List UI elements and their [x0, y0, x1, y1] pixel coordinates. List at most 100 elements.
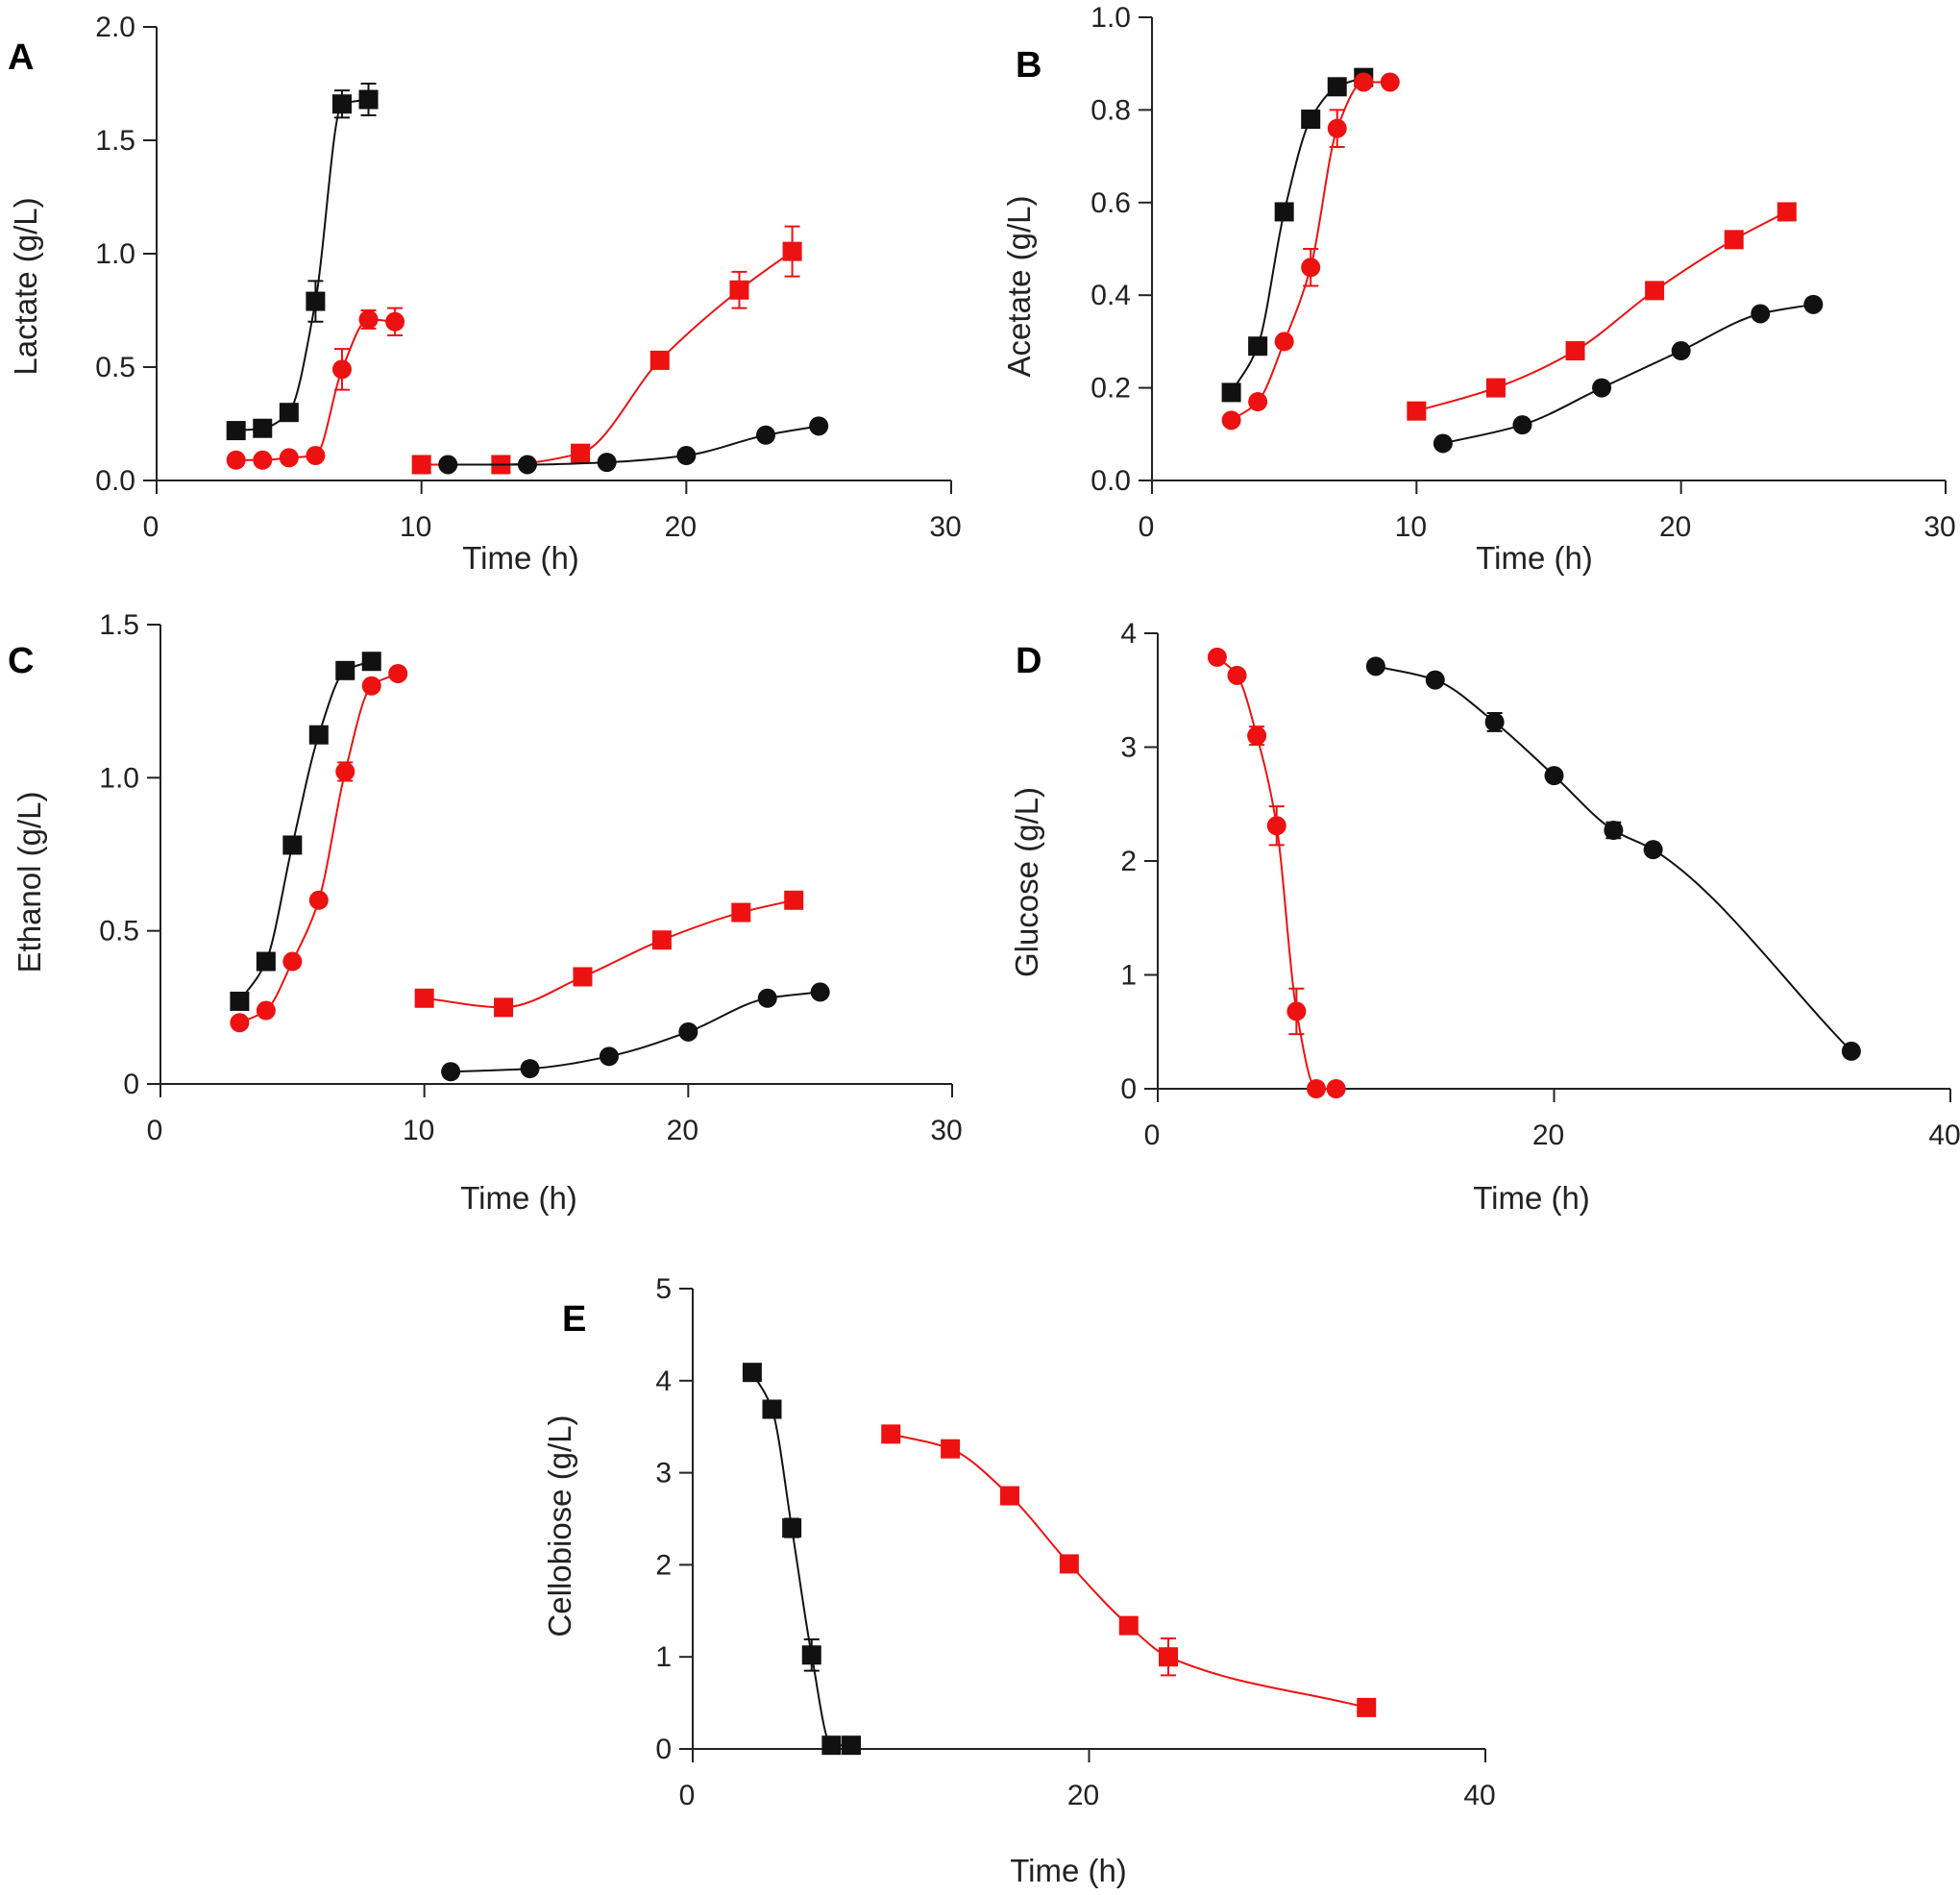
- data-point-b-black-circles: [1671, 341, 1691, 361]
- data-point-b-red-squares: [1485, 378, 1506, 398]
- data-point-c-black-squares: [256, 951, 276, 972]
- y-tick-label-b: 0.2: [1090, 373, 1131, 405]
- data-point-b-black-circles: [1433, 433, 1453, 454]
- data-point-a-black-squares: [358, 89, 379, 110]
- data-point-d-red-circles: [1326, 1079, 1346, 1098]
- y-tick-label-b: 0.8: [1090, 94, 1131, 126]
- x-tick-label-a: 10: [400, 511, 431, 543]
- data-point-a-red-circles: [253, 450, 273, 470]
- panel-b: B 0.0 0.2 0.4 0.6 0.8 1.0 0 10 20 30 Time (h) Acetat…: [1001, 2, 1956, 576]
- data-point-a-black-circles: [809, 416, 829, 436]
- data-point-d-black-circles: [1544, 766, 1564, 786]
- y-tick-label-b: 0.6: [1090, 187, 1131, 219]
- data-point-e-black-squares: [821, 1735, 842, 1756]
- data-point-e-black-squares: [742, 1363, 762, 1383]
- data-point-c-black-circles: [678, 1021, 698, 1042]
- data-point-b-red-squares: [1645, 281, 1665, 301]
- data-point-e-black-squares: [842, 1735, 861, 1756]
- data-point-a-black-circles: [597, 453, 617, 473]
- data-point-c-red-circles: [308, 890, 329, 910]
- data-point-b-black-circles: [1751, 304, 1771, 324]
- panel-e: E 0 1 2 3 4 5 0 20 40 Time (h) Cellobiose (g/L): [542, 1273, 1496, 1888]
- x-tick-label-c: 20: [667, 1115, 698, 1146]
- data-point-b-red-circles: [1221, 410, 1241, 431]
- data-point-d-red-circles: [1286, 1001, 1307, 1021]
- y-tick-label-e: 1: [655, 1641, 672, 1673]
- series-line-c-black-squares: [238, 660, 373, 1002]
- data-point-c-red-circles: [361, 676, 381, 696]
- data-point-b-black-squares: [1248, 336, 1268, 357]
- data-point-d-red-circles: [1247, 726, 1267, 746]
- y-tick-label-e: 3: [655, 1458, 672, 1489]
- data-point-c-black-squares: [361, 652, 381, 672]
- x-tick-label-a: 20: [665, 511, 697, 543]
- data-point-b-red-squares: [1724, 230, 1744, 250]
- data-point-d-red-circles: [1207, 647, 1227, 667]
- data-point-e-black-squares: [762, 1399, 782, 1419]
- y-tick-label-e: 0: [655, 1734, 672, 1765]
- y-tick-label-c: 0: [123, 1069, 139, 1100]
- x-tick-label-c: 10: [403, 1115, 434, 1146]
- y-axis-label-b: Acetate (g/L): [1001, 196, 1037, 378]
- data-point-a-black-circles: [676, 446, 697, 466]
- data-point-d-red-circles: [1307, 1079, 1326, 1098]
- y-tick-label-c: 1.0: [99, 762, 139, 794]
- data-point-b-red-circles: [1274, 332, 1294, 352]
- data-point-a-red-circles: [331, 359, 352, 380]
- data-point-b-red-circles: [1248, 392, 1268, 412]
- y-tick-label-b: 0.4: [1090, 280, 1131, 311]
- y-tick-label-a: 1.0: [95, 238, 135, 270]
- data-point-e-red-squares: [1059, 1554, 1079, 1574]
- x-axis-label-d: Time (h): [1473, 1180, 1590, 1216]
- data-point-b-black-circles: [1803, 294, 1824, 314]
- data-point-b-red-circles: [1327, 118, 1347, 138]
- panel-letter-d: D: [1016, 641, 1041, 681]
- x-tick-label-c: 30: [930, 1115, 962, 1146]
- data-point-d-black-circles: [1365, 656, 1385, 677]
- data-point-b-red-circles: [1354, 72, 1374, 92]
- data-point-c-black-circles: [810, 982, 830, 1002]
- panel-c: C 0 0.5 1.0 1.5 0 10 20 30 Time (h) Ethanol (g/L): [8, 609, 963, 1216]
- series-line-e-red-squares: [891, 1433, 1367, 1709]
- y-tick-label-c: 0.5: [99, 916, 139, 948]
- x-tick-label-b: 30: [1923, 511, 1955, 543]
- data-point-e-red-squares: [1159, 1647, 1178, 1667]
- data-point-c-red-squares: [784, 890, 804, 910]
- y-tick-label-a: 2.0: [95, 12, 135, 43]
- data-point-d-red-circles: [1266, 816, 1286, 836]
- data-point-e-red-squares: [881, 1424, 901, 1444]
- data-point-a-red-squares: [782, 241, 802, 261]
- data-point-a-black-squares: [331, 94, 352, 114]
- x-tick-label-e: 20: [1067, 1780, 1099, 1811]
- x-axis-label-e: Time (h): [1010, 1853, 1127, 1888]
- data-point-a-red-circles: [306, 446, 326, 466]
- data-point-a-red-circles: [279, 448, 299, 468]
- y-tick-label-d: 3: [1120, 732, 1137, 764]
- data-point-c-red-circles: [388, 663, 408, 683]
- data-point-c-black-circles: [520, 1059, 540, 1079]
- x-axis-label-c: Time (h): [460, 1180, 577, 1216]
- data-point-c-black-circles: [757, 988, 777, 1008]
- data-point-a-red-squares: [571, 443, 591, 463]
- data-point-e-red-squares: [941, 1439, 961, 1459]
- data-point-a-black-squares: [253, 418, 273, 438]
- series-line-d-black-circles: [1375, 665, 1852, 1052]
- data-point-b-red-circles: [1301, 258, 1321, 278]
- data-point-a-red-circles: [385, 311, 405, 332]
- y-axis-label-c: Ethanol (g/L): [12, 792, 47, 973]
- panel-a: A 0.0 0.5 1.0 1.5 2.0 0 10 20 30 Time (h) Lactate (…: [8, 12, 962, 576]
- data-point-c-red-circles: [230, 1013, 250, 1033]
- data-point-e-red-squares: [1000, 1486, 1019, 1506]
- series-line-d-red-circles: [1216, 656, 1336, 1090]
- data-point-c-black-squares: [282, 835, 303, 855]
- y-tick-label-c: 1.5: [99, 609, 139, 641]
- panel-letter-b: B: [1016, 45, 1041, 86]
- x-tick-label-d: 0: [1144, 1120, 1161, 1151]
- data-point-b-black-squares: [1221, 382, 1241, 403]
- data-point-a-red-squares: [649, 350, 670, 370]
- data-point-b-black-circles: [1512, 415, 1532, 435]
- y-tick-label-e: 2: [655, 1549, 672, 1581]
- data-point-b-red-squares: [1565, 341, 1585, 361]
